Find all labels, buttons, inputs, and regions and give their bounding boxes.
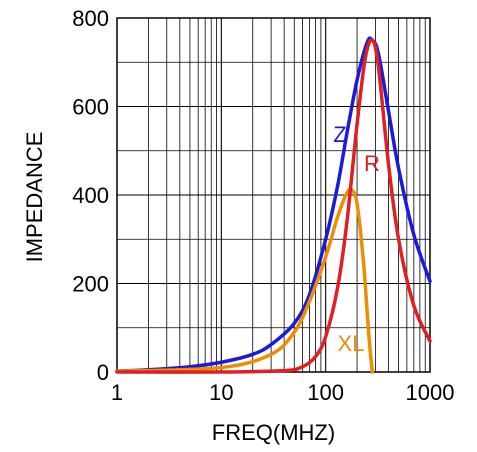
- x-tick-label: 1: [111, 380, 123, 405]
- y-tick-label: 200: [72, 272, 109, 297]
- series-line-r: [115, 38, 432, 374]
- x-tick-label: 100: [307, 380, 344, 405]
- y-axis-label: IMPEDANCE: [22, 132, 47, 263]
- y-tick-label: 600: [72, 95, 109, 120]
- x-tick-label: 1000: [406, 380, 455, 405]
- series-labels: ZR XL: [333, 122, 380, 356]
- tick-labels: 1 10 100 1000 0 200 400 600 800: [72, 6, 454, 405]
- series-layer: [115, 36, 432, 374]
- series-label-z: Z: [333, 122, 346, 147]
- x-tick-label: 10: [209, 380, 233, 405]
- y-tick-label: 400: [72, 183, 109, 208]
- series-label-r: R: [364, 151, 380, 176]
- y-tick-label: 800: [72, 6, 109, 31]
- y-tick-label: 0: [97, 360, 109, 385]
- x-axis-label: FREQ(MHZ): [212, 420, 335, 445]
- series-label-xl: XL: [338, 331, 365, 356]
- series-line-z: [115, 36, 432, 373]
- series-line-xl: [115, 187, 375, 374]
